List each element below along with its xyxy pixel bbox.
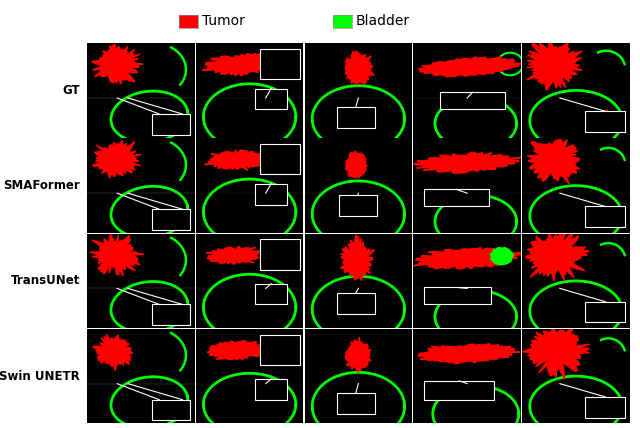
Polygon shape bbox=[93, 140, 141, 178]
Bar bbox=[584, 206, 625, 227]
Polygon shape bbox=[592, 110, 620, 131]
Text: Swin UNETR: Swin UNETR bbox=[0, 370, 80, 383]
Polygon shape bbox=[345, 51, 374, 85]
Bar bbox=[424, 381, 494, 400]
Bar bbox=[152, 304, 190, 325]
Polygon shape bbox=[527, 140, 580, 184]
Polygon shape bbox=[345, 337, 371, 372]
Bar bbox=[584, 302, 625, 322]
Polygon shape bbox=[262, 383, 280, 396]
Polygon shape bbox=[159, 116, 180, 131]
Text: GT: GT bbox=[62, 84, 80, 97]
Polygon shape bbox=[473, 291, 484, 301]
Polygon shape bbox=[522, 326, 589, 379]
Polygon shape bbox=[445, 95, 502, 106]
Polygon shape bbox=[263, 92, 279, 106]
Bar bbox=[440, 92, 505, 109]
Polygon shape bbox=[93, 334, 132, 371]
Polygon shape bbox=[92, 45, 143, 84]
Polygon shape bbox=[269, 244, 287, 265]
Polygon shape bbox=[347, 396, 365, 412]
Bar bbox=[337, 293, 374, 314]
Polygon shape bbox=[202, 53, 285, 76]
Polygon shape bbox=[414, 153, 521, 173]
Text: Bladder: Bladder bbox=[355, 15, 410, 28]
Polygon shape bbox=[205, 150, 266, 170]
Polygon shape bbox=[428, 290, 486, 302]
Polygon shape bbox=[160, 402, 179, 417]
Polygon shape bbox=[346, 295, 365, 312]
Polygon shape bbox=[207, 247, 260, 265]
Polygon shape bbox=[340, 235, 374, 281]
Bar bbox=[260, 239, 300, 270]
Bar bbox=[260, 49, 300, 79]
Polygon shape bbox=[525, 228, 589, 281]
Polygon shape bbox=[269, 339, 289, 361]
Polygon shape bbox=[207, 341, 269, 360]
Bar bbox=[337, 393, 374, 414]
Polygon shape bbox=[592, 396, 619, 416]
Polygon shape bbox=[346, 151, 367, 178]
Bar bbox=[424, 288, 491, 304]
Text: Tumor: Tumor bbox=[202, 15, 244, 28]
Polygon shape bbox=[591, 301, 618, 320]
Polygon shape bbox=[90, 234, 143, 276]
Bar bbox=[152, 209, 190, 230]
Bar bbox=[584, 397, 625, 418]
Polygon shape bbox=[347, 110, 364, 126]
Bar bbox=[260, 335, 300, 365]
Bar bbox=[339, 195, 377, 216]
Bar bbox=[255, 184, 287, 205]
Polygon shape bbox=[593, 207, 618, 225]
Polygon shape bbox=[159, 211, 179, 226]
Polygon shape bbox=[427, 192, 486, 203]
Bar bbox=[255, 379, 287, 400]
Text: TransUNet: TransUNet bbox=[11, 274, 80, 287]
Bar bbox=[255, 284, 287, 304]
Polygon shape bbox=[350, 198, 366, 213]
Polygon shape bbox=[268, 149, 289, 170]
Bar bbox=[152, 400, 190, 420]
Polygon shape bbox=[260, 286, 281, 301]
Polygon shape bbox=[413, 247, 528, 269]
Polygon shape bbox=[262, 187, 280, 201]
Bar bbox=[424, 190, 489, 206]
Polygon shape bbox=[490, 247, 513, 265]
Polygon shape bbox=[527, 39, 582, 90]
Text: SMAFormer: SMAFormer bbox=[3, 179, 80, 192]
Polygon shape bbox=[418, 344, 520, 364]
Bar bbox=[337, 107, 374, 128]
Bar bbox=[584, 111, 625, 132]
Bar bbox=[152, 114, 190, 135]
Polygon shape bbox=[267, 51, 290, 77]
Bar bbox=[260, 144, 300, 174]
Polygon shape bbox=[428, 384, 490, 397]
Bar bbox=[255, 89, 287, 109]
Polygon shape bbox=[157, 305, 180, 322]
Polygon shape bbox=[419, 57, 523, 77]
